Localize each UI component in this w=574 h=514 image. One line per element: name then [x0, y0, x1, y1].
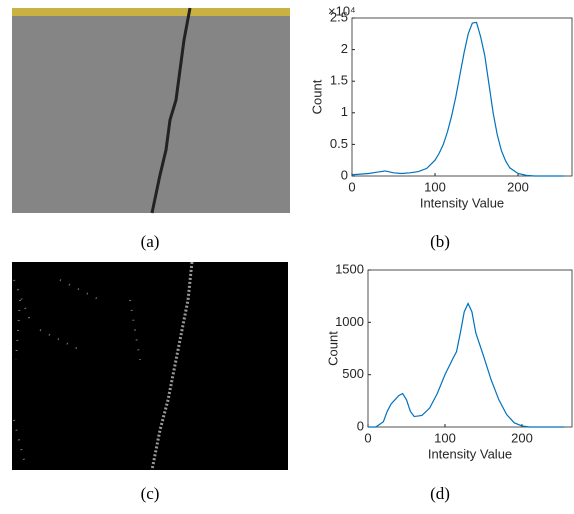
y-axis-label: Count [325, 331, 340, 366]
photo [12, 7, 290, 214]
x-tick-label: 100 [424, 179, 446, 194]
binary-image [12, 261, 288, 471]
caption: (b) [430, 232, 450, 251]
y-tick-label: 1500 [335, 261, 364, 276]
caption: (c) [141, 484, 160, 503]
line [368, 302, 565, 428]
x-tick-label: 200 [511, 430, 533, 445]
y-tick-label: 0 [357, 418, 364, 433]
y-tick-label: 500 [342, 366, 364, 381]
axes-box [367, 269, 573, 428]
y-tick-label: 1000 [335, 314, 364, 329]
y-axis-label: Count [309, 79, 324, 114]
y-tick-label: 1 [341, 104, 348, 119]
x-axis-label: Intensity Value [428, 446, 512, 461]
y-tick-label: 0 [341, 167, 348, 182]
x-tick-label: 0 [364, 430, 371, 445]
x-axis-label: Intensity Value [420, 195, 504, 210]
x-tick-label: 0 [348, 179, 355, 194]
caption: (a) [141, 232, 160, 251]
line [351, 21, 564, 177]
y-tick-label: 2 [341, 41, 348, 56]
x-tick-label: 100 [434, 430, 456, 445]
y-tick-label: 0.5 [330, 136, 348, 151]
y-scale-label: ×10⁴ [328, 3, 356, 18]
y-tick-label: 1.5 [330, 73, 348, 88]
caption: (d) [430, 484, 450, 503]
y-tick-label: 2.5 [330, 9, 348, 24]
axes-box [351, 17, 573, 177]
x-tick-label: 200 [507, 179, 529, 194]
